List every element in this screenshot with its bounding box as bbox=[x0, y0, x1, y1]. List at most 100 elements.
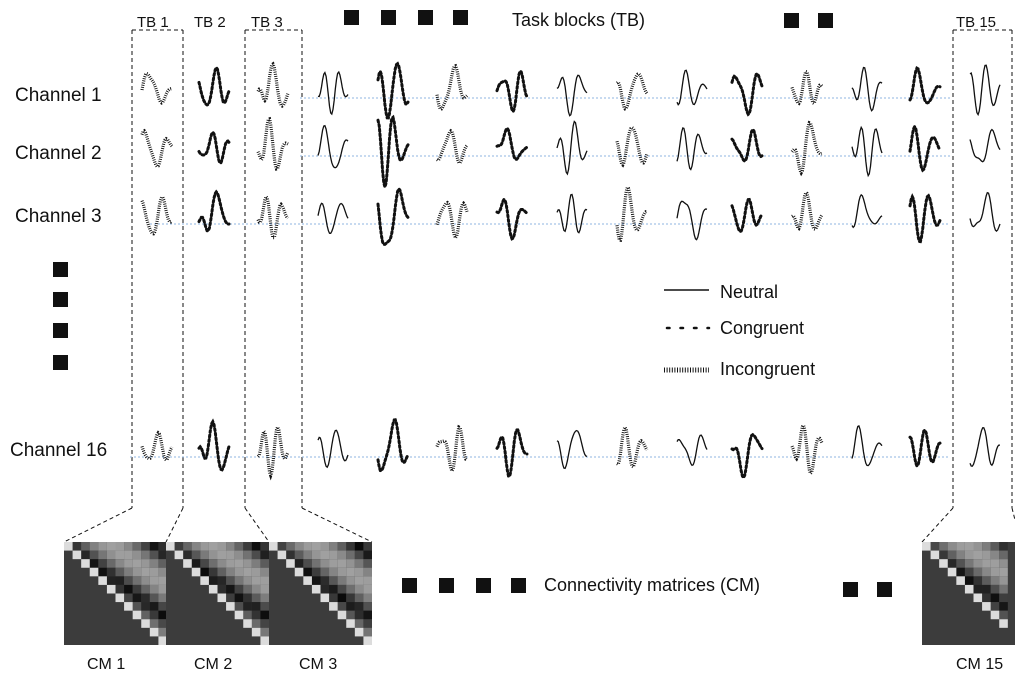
matrix-cell bbox=[208, 576, 218, 585]
erp-waveform-neutral bbox=[969, 128, 1001, 163]
matrix-cell bbox=[183, 542, 192, 551]
matrix-cell bbox=[89, 550, 99, 560]
ellipsis-square-icon bbox=[53, 262, 68, 277]
matrix-cell bbox=[243, 542, 252, 551]
matrix-cell bbox=[243, 593, 252, 603]
matrix-cell bbox=[346, 567, 355, 577]
task-blocks-title: Task blocks (TB) bbox=[512, 10, 645, 30]
matrix-cell bbox=[956, 567, 965, 577]
matrix-cell bbox=[329, 593, 338, 603]
matrix-cell bbox=[217, 567, 227, 577]
matrix-cell bbox=[226, 567, 235, 577]
matrix-cell bbox=[964, 567, 974, 577]
matrix-cell bbox=[964, 542, 974, 551]
matrix-cell bbox=[251, 576, 261, 585]
erp-waveform-incongruent bbox=[140, 430, 174, 463]
erp-waveform-incongruent bbox=[436, 128, 469, 165]
matrix-cell bbox=[191, 559, 201, 568]
matrix-cell bbox=[990, 593, 1000, 603]
matrix-cell bbox=[286, 542, 295, 551]
matrix-cell bbox=[260, 542, 269, 551]
matrix-cell bbox=[149, 584, 159, 594]
ellipsis-square-icon bbox=[402, 578, 417, 593]
matrix-cell bbox=[81, 542, 90, 551]
matrix-cell bbox=[363, 627, 372, 637]
matrix-diagonal-cell bbox=[930, 550, 940, 560]
matrix-diagonal-cell bbox=[260, 636, 269, 645]
matrix-cell bbox=[158, 610, 167, 620]
ellipsis-square-icon bbox=[53, 292, 68, 307]
matrix-cell bbox=[346, 584, 355, 594]
matrix-cell bbox=[260, 619, 269, 628]
matrix-cell bbox=[363, 550, 372, 560]
matrix-cell bbox=[251, 610, 261, 620]
erp-waveform-incongruent bbox=[615, 184, 648, 243]
matrix-cell bbox=[141, 559, 150, 568]
matrix-cell bbox=[964, 550, 974, 560]
matrix-cell bbox=[141, 576, 150, 585]
matrix-cell bbox=[277, 542, 287, 551]
matrix-diagonal-cell bbox=[217, 593, 227, 603]
matrix-cell bbox=[234, 602, 244, 611]
erp-waveform-neutral bbox=[969, 191, 1001, 232]
matrix-diagonal-cell bbox=[191, 567, 201, 577]
matrix-cell bbox=[132, 542, 142, 551]
tb-label-1: TB 1 bbox=[137, 14, 169, 31]
matrix-cell bbox=[200, 559, 209, 568]
matrix-cell bbox=[149, 542, 159, 551]
matrix-cell bbox=[337, 593, 347, 603]
matrix-diagonal-cell bbox=[939, 559, 948, 568]
matrix-cell bbox=[346, 550, 355, 560]
matrix-diagonal-cell bbox=[354, 627, 364, 637]
matrix-cell bbox=[98, 550, 107, 560]
erp-waveform-congruent bbox=[197, 418, 231, 472]
erp-waveform-neutral bbox=[556, 429, 588, 470]
matrix-cell bbox=[354, 559, 364, 568]
matrix-diagonal-cell bbox=[982, 602, 991, 611]
matrix-diagonal-cell bbox=[81, 559, 90, 568]
matrix-cell bbox=[234, 567, 244, 577]
erp-waveform-neutral bbox=[851, 193, 883, 229]
matrix-cell bbox=[346, 602, 355, 611]
matrix-cell bbox=[251, 567, 261, 577]
erp-waveform-congruent bbox=[908, 193, 942, 244]
matrix-cell bbox=[999, 550, 1008, 560]
ellipsis-square-icon bbox=[381, 10, 396, 25]
matrix-diagonal-cell bbox=[320, 593, 330, 603]
matrix-diagonal-cell bbox=[990, 610, 1000, 620]
cm-title: Connectivity matrices (CM) bbox=[544, 575, 760, 595]
erp-waveform-neutral bbox=[676, 69, 708, 106]
erp-waveform-congruent bbox=[495, 126, 529, 161]
matrix-cell bbox=[320, 559, 330, 568]
matrix-cell bbox=[956, 559, 965, 568]
erp-waveform-incongruent bbox=[140, 71, 173, 105]
matrix-cell bbox=[311, 567, 321, 577]
matrix-diagonal-cell bbox=[72, 550, 82, 560]
erp-waveform-congruent bbox=[495, 68, 529, 115]
matrix-cell bbox=[200, 550, 209, 560]
connectivity-matrix bbox=[269, 542, 372, 645]
matrix-cell bbox=[303, 550, 312, 560]
matrix-cell bbox=[294, 550, 304, 560]
cm-label-3: CM 3 bbox=[299, 656, 337, 673]
channel-ellipsis bbox=[53, 262, 68, 370]
matrix-cell bbox=[982, 593, 991, 603]
matrix-cell bbox=[320, 567, 330, 577]
matrix-cell bbox=[98, 567, 107, 577]
matrix-cell bbox=[226, 559, 235, 568]
matrix-cell bbox=[337, 602, 347, 611]
matrix-cell bbox=[251, 593, 261, 603]
matrix-diagonal-cell bbox=[200, 576, 209, 585]
matrix-diagonal-cell bbox=[174, 550, 184, 560]
erp-waveform-incongruent bbox=[615, 125, 649, 168]
matrix-cell bbox=[243, 584, 252, 594]
matrix-cell bbox=[329, 584, 338, 594]
matrix-diagonal-cell bbox=[149, 627, 159, 637]
matrix-cell bbox=[149, 550, 159, 560]
ellipsis-square-icon bbox=[877, 582, 892, 597]
matrix-cell bbox=[329, 550, 338, 560]
matrix-cell bbox=[200, 567, 209, 577]
matrix-cell bbox=[990, 584, 1000, 594]
matrix-cell bbox=[149, 593, 159, 603]
matrix-cell bbox=[363, 576, 372, 585]
